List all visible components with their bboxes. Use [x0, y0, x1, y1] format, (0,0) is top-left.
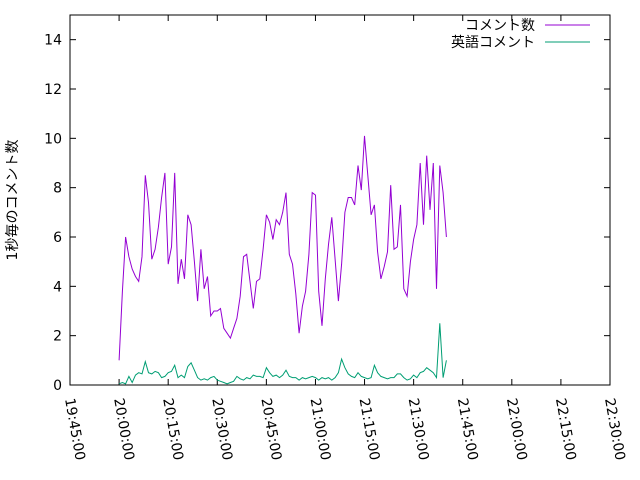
x-tick-label: 20:45:00 [257, 397, 284, 462]
series-line-1 [118, 135, 447, 361]
x-tick-label: 21:00:00 [307, 397, 334, 462]
x-tick-label: 20:15:00 [159, 397, 186, 462]
x-tick-label: 20:00:00 [110, 397, 137, 462]
series-line-2 [118, 323, 447, 385]
y-tick-label: 4 [53, 279, 62, 295]
y-tick-label: 6 [53, 230, 62, 246]
x-tick-label: 21:30:00 [405, 397, 432, 462]
x-tick-label: 22:00:00 [503, 397, 530, 462]
x-tick-label: 21:45:00 [454, 397, 481, 462]
plot-border [69, 14, 611, 386]
x-tick-label: 22:30:00 [601, 397, 628, 462]
x-tick-label: 22:15:00 [552, 397, 579, 462]
y-axis-label: 1秒毎のコメント数 [5, 140, 21, 261]
y-tick-label: 0 [53, 378, 62, 394]
y-tick-label: 10 [44, 131, 62, 147]
plot-area: 0 2 4 6 8 10 12 14 19:45:00 20:00:00 20:15:00 20:30… [44, 14, 628, 462]
y-tick-label: 14 [44, 33, 62, 49]
y-tick-label: 12 [44, 82, 62, 98]
legend-label: 英語コメント [451, 34, 535, 51]
y-tick-label: 8 [53, 181, 62, 197]
y-tick-label: 2 [53, 329, 62, 345]
x-tick-label: 20:30:00 [208, 397, 235, 462]
x-tick-label: 19:45:00 [61, 397, 88, 462]
series-layer [118, 135, 447, 385]
x-tick-label: 21:15:00 [356, 397, 383, 462]
legend-label: コメント数 [465, 18, 535, 34]
